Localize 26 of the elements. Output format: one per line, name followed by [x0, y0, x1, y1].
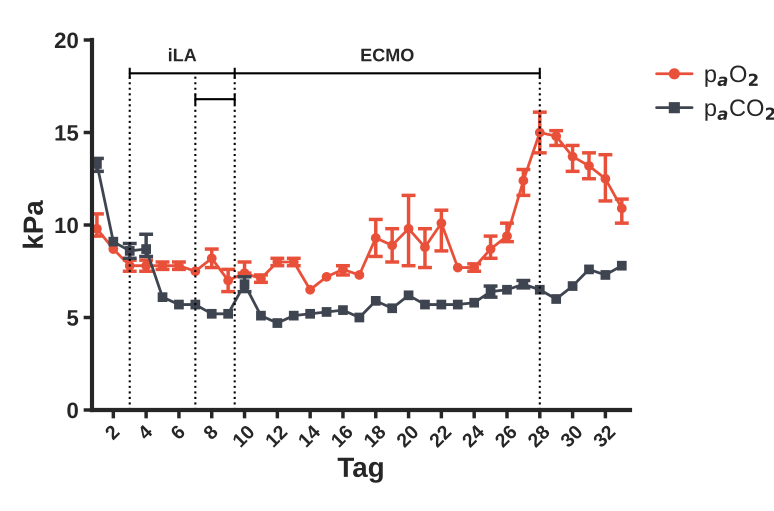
legend-label: p$_{a}$O$_{2}$	[705, 66, 758, 87]
x-tick-label: 32	[592, 424, 616, 448]
y-tick-label: 5	[67, 310, 78, 326]
x-tick-label: 4	[136, 424, 154, 441]
y-tick-label: 20	[54, 32, 78, 48]
x-tick-label: 2	[104, 424, 120, 440]
x-tick-label: 28	[526, 424, 551, 448]
x-tick-label: 8	[202, 424, 219, 441]
annotation: ECMO	[361, 48, 414, 62]
x-tick-label: 6	[170, 424, 186, 440]
y-tick-label: 0	[67, 402, 78, 418]
x-tick-label: 10	[232, 424, 256, 448]
y-tick-label: 10	[55, 218, 78, 234]
x-tick-label: 24	[460, 424, 486, 448]
x-tick-label: 12	[264, 424, 288, 448]
y-axis-title: kPa	[22, 200, 44, 248]
x-tick-label: 22	[428, 424, 452, 448]
x-axis-title: Tag	[338, 458, 383, 483]
x-tick-label: 26	[494, 424, 518, 448]
annotation: iLA	[168, 48, 196, 62]
x-tick-label: 14	[297, 424, 322, 448]
y-tick-label: 15	[55, 125, 78, 141]
x-tick-label: 18	[362, 424, 387, 448]
x-tick-label: 16	[330, 424, 354, 448]
x-tick-label: 20	[395, 424, 420, 448]
x-tick-label: 30	[559, 424, 584, 448]
